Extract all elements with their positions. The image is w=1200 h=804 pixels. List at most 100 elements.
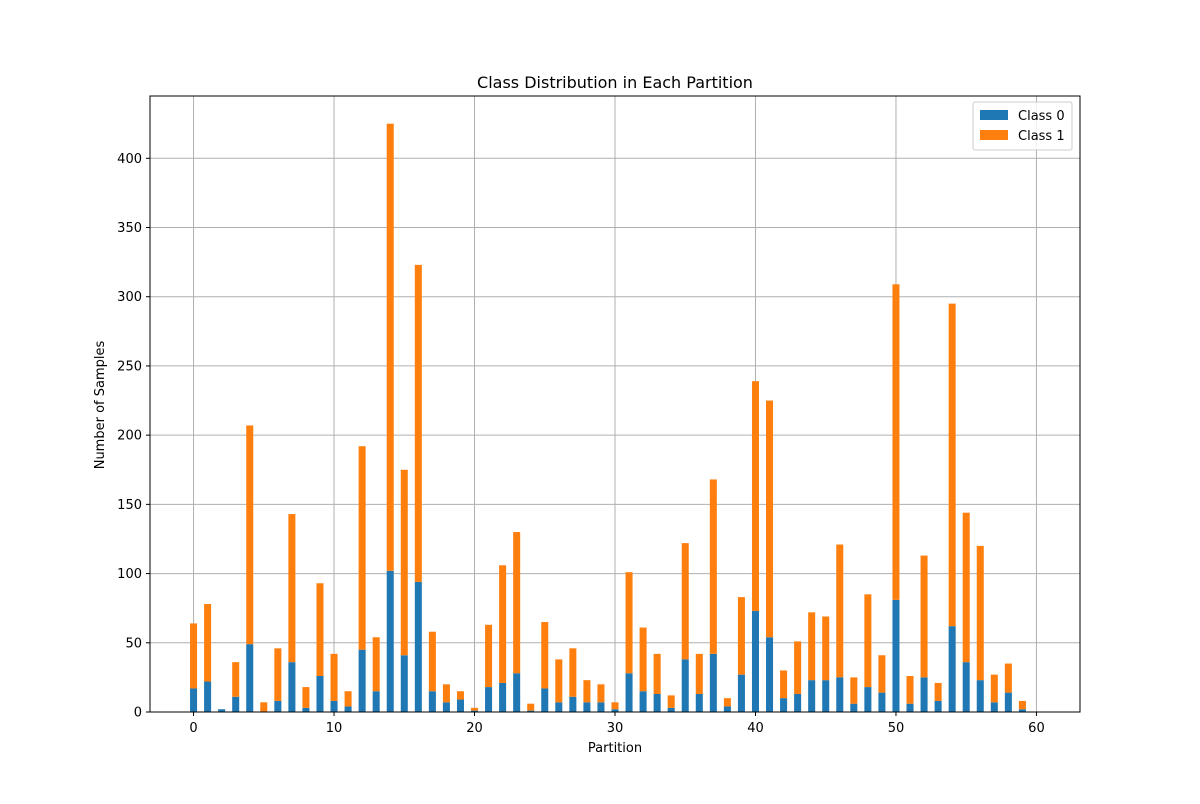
bar-class-1-partition-5	[260, 702, 268, 712]
y-axis-ticks: 0 50 100 150 200 250 300 350 400	[117, 152, 150, 721]
bar-class-0-partition-30	[611, 709, 619, 712]
bar-class-1-partition-13	[372, 637, 380, 692]
bar-class-1-partition-26	[555, 659, 563, 703]
y-tick-label: 200	[117, 429, 142, 444]
bar-class-1-partition-39	[737, 597, 745, 675]
bar-class-0-partition-55	[962, 662, 970, 712]
bar-class-0-partition-8	[302, 707, 310, 712]
bar-class-0-partition-31	[625, 673, 633, 712]
bar-class-1-partition-36	[695, 653, 703, 695]
bar-class-1-partition-10	[330, 653, 338, 701]
y-tick-label: 400	[117, 152, 142, 167]
y-tick-label: 350	[117, 221, 142, 236]
bar-class-0-partition-44	[808, 680, 816, 712]
x-tick-label: 20	[466, 721, 483, 736]
y-tick-label: 50	[125, 636, 142, 651]
bar-class-1-partition-32	[639, 627, 647, 692]
bar-class-0-partition-38	[723, 706, 731, 712]
bar-class-0-partition-36	[695, 694, 703, 712]
bar-class-1-partition-31	[625, 572, 633, 674]
x-axis-label: Partition	[588, 741, 642, 756]
bar-class-1-partition-18	[442, 684, 450, 703]
bar-class-1-partition-59	[1018, 700, 1026, 710]
bar-class-1-partition-40	[751, 381, 759, 611]
bar-class-0-partition-22	[499, 682, 507, 712]
bar-class-1-partition-41	[766, 400, 774, 638]
bar-class-1-partition-21	[485, 624, 493, 688]
bar-class-0-partition-43	[794, 694, 802, 712]
bar-class-0-partition-9	[316, 676, 324, 712]
bar-class-0-partition-39	[737, 674, 745, 712]
bar-class-1-partition-17	[428, 631, 436, 692]
bar-class-0-partition-49	[878, 692, 886, 712]
bar-class-1-partition-46	[836, 544, 844, 678]
y-tick-label: 250	[117, 359, 142, 374]
legend-swatch-class-0	[980, 110, 1008, 120]
bar-class-1-partition-19	[456, 691, 464, 700]
bar-class-0-partition-47	[850, 703, 858, 712]
bar-class-0-partition-0	[190, 688, 198, 712]
bar-class-1-partition-47	[850, 677, 858, 704]
bar-class-1-partition-7	[288, 514, 296, 663]
bar-class-1-partition-53	[934, 682, 942, 701]
x-tick-label: 0	[189, 721, 197, 736]
bar-class-1-partition-57	[990, 674, 998, 703]
bar-class-1-partition-22	[499, 565, 507, 683]
bar-class-0-partition-14	[386, 570, 394, 712]
bar-class-0-partition-29	[597, 702, 605, 712]
bar-class-1-partition-30	[611, 702, 619, 710]
bar-class-0-partition-40	[751, 610, 759, 712]
bar-class-0-partition-3	[232, 696, 240, 712]
bar-class-0-partition-37	[709, 653, 717, 712]
bar-class-0-partition-1	[204, 681, 212, 712]
bar-class-1-partition-8	[302, 687, 310, 708]
bar-class-0-partition-28	[583, 702, 591, 712]
bar-class-1-partition-14	[386, 123, 394, 571]
bar-class-0-partition-19	[456, 699, 464, 712]
bar-class-0-partition-48	[864, 687, 872, 712]
bar-class-1-partition-50	[892, 284, 900, 600]
bar-class-0-partition-54	[948, 626, 956, 712]
bar-class-0-partition-4	[246, 644, 254, 712]
legend-label-class-1: Class 1	[1018, 129, 1065, 144]
bar-class-1-partition-24	[527, 703, 535, 711]
x-axis-ticks: 0 10 20 30 40 50 60	[189, 712, 1045, 736]
bar-class-1-partition-3	[232, 662, 240, 697]
bar-class-1-partition-15	[400, 469, 408, 656]
bar-class-1-partition-4	[246, 425, 254, 645]
bar-class-1-partition-45	[822, 616, 830, 681]
bar-class-1-partition-16	[414, 264, 422, 582]
bar-class-1-partition-27	[569, 648, 577, 697]
bar-class-1-partition-33	[653, 653, 661, 695]
chart-title: Class Distribution in Each Partition	[477, 73, 753, 92]
bar-class-0-partition-51	[906, 703, 914, 712]
bar-class-0-partition-45	[822, 680, 830, 712]
bar-class-0-partition-18	[442, 702, 450, 712]
bar-class-1-partition-49	[878, 655, 886, 693]
bar-class-1-partition-38	[723, 698, 731, 707]
bar-class-1-partition-58	[1004, 663, 1012, 693]
bar-class-0-partition-13	[372, 691, 380, 712]
bar-class-0-partition-33	[653, 694, 661, 712]
bar-class-0-partition-46	[836, 677, 844, 712]
bar-class-1-partition-23	[513, 532, 521, 674]
x-tick-label: 50	[888, 721, 905, 736]
bar-class-1-partition-29	[597, 684, 605, 703]
bar-class-0-partition-32	[639, 691, 647, 712]
bar-class-0-partition-2	[218, 709, 226, 712]
bar-class-1-partition-34	[667, 695, 675, 708]
bar-class-1-partition-48	[864, 594, 872, 688]
y-tick-label: 100	[117, 567, 142, 582]
legend-label-class-0: Class 0	[1018, 109, 1065, 124]
bar-class-1-partition-56	[976, 545, 984, 681]
bar-class-1-partition-0	[190, 623, 198, 689]
x-tick-label: 30	[607, 721, 624, 736]
bar-class-0-partition-15	[400, 655, 408, 712]
bar-class-0-partition-57	[990, 702, 998, 712]
legend-swatch-class-1	[980, 130, 1008, 140]
bar-class-1-partition-42	[780, 670, 788, 699]
y-tick-label: 300	[117, 290, 142, 305]
bar-class-0-partition-17	[428, 691, 436, 712]
bar-class-1-partition-28	[583, 680, 591, 703]
